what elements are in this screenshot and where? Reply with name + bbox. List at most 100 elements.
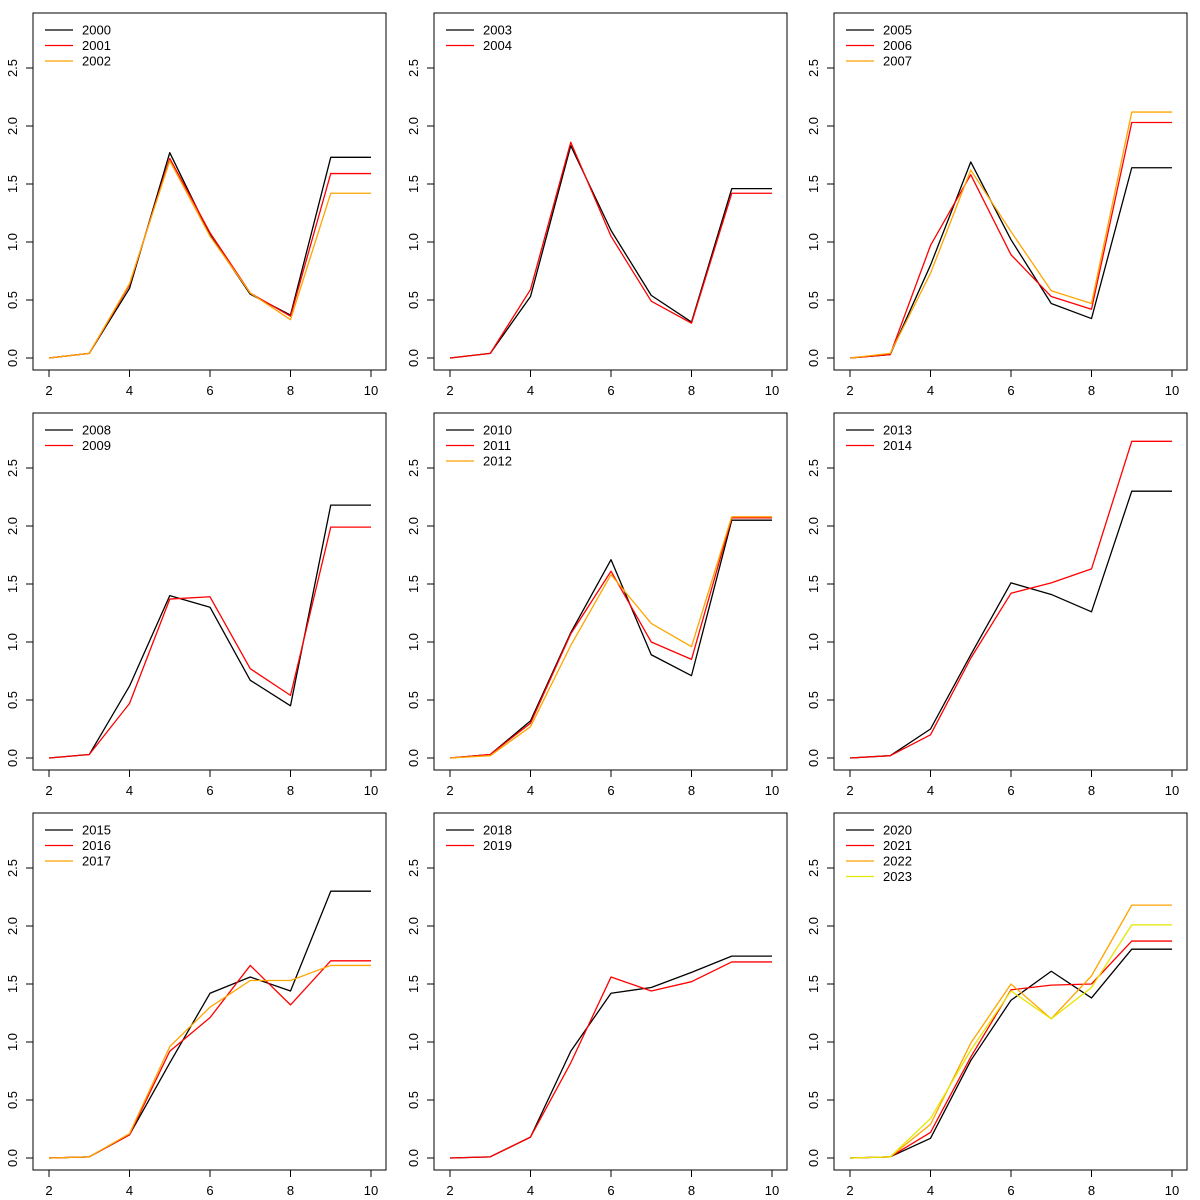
y-tick-label: 2.0 xyxy=(5,517,20,535)
legend-label: 2015 xyxy=(82,823,111,838)
legend-label: 2009 xyxy=(82,438,111,453)
x-tick-label: 4 xyxy=(527,1183,534,1198)
series-line-2010 xyxy=(449,519,772,759)
y-tick-label: 1.0 xyxy=(806,633,821,651)
legend-label: 2001 xyxy=(82,38,111,53)
x-tick-label: 6 xyxy=(1007,783,1014,798)
y-tick-label: 2.0 xyxy=(406,117,421,135)
y-tick-label: 2.5 xyxy=(806,459,821,477)
y-tick-label: 1.0 xyxy=(806,233,821,251)
x-tick-label: 10 xyxy=(765,383,779,398)
y-tick-label: 1.0 xyxy=(5,233,20,251)
y-tick-label: 1.0 xyxy=(5,633,20,651)
y-tick-label: 0.0 xyxy=(406,749,421,767)
y-tick-label: 1.0 xyxy=(406,233,421,251)
plot-frame xyxy=(32,412,387,771)
x-tick-label: 2 xyxy=(446,1183,453,1198)
y-tick-label: 2.5 xyxy=(5,459,20,477)
y-tick-label: 2.5 xyxy=(806,859,821,877)
y-tick-label: 0.0 xyxy=(5,1149,20,1167)
y-tick-label: 2.0 xyxy=(406,517,421,535)
legend-label: 2022 xyxy=(883,854,912,869)
x-tick-label: 6 xyxy=(1007,1183,1014,1198)
series-line-2016 xyxy=(48,960,371,1159)
x-tick-label: 8 xyxy=(287,1183,294,1198)
series-line-2019 xyxy=(449,961,772,1159)
x-tick-label: 10 xyxy=(1165,783,1179,798)
y-tick-label: 0.0 xyxy=(806,749,821,767)
x-tick-label: 8 xyxy=(688,1183,695,1198)
y-tick-label: 2.5 xyxy=(806,59,821,77)
y-tick-label: 0.5 xyxy=(5,291,20,309)
series-line-2003 xyxy=(449,145,772,359)
y-tick-label: 0.0 xyxy=(5,749,20,767)
legend-label: 2002 xyxy=(82,54,111,69)
y-tick-label: 2.5 xyxy=(5,59,20,77)
y-tick-label: 0.0 xyxy=(5,349,20,367)
series-line-2011 xyxy=(449,517,772,759)
x-tick-label: 4 xyxy=(126,1183,133,1198)
y-tick-label: 1.5 xyxy=(5,175,20,193)
y-tick-label: 1.0 xyxy=(406,1033,421,1051)
y-tick-label: 2.5 xyxy=(406,459,421,477)
y-tick-label: 0.5 xyxy=(406,291,421,309)
plot-frame xyxy=(433,12,788,371)
x-tick-label: 2 xyxy=(45,783,52,798)
x-tick-label: 8 xyxy=(688,383,695,398)
legend-label: 2003 xyxy=(483,23,512,38)
y-tick-label: 0.0 xyxy=(806,1149,821,1167)
series-line-2008 xyxy=(48,504,371,759)
series-line-2015 xyxy=(48,890,371,1159)
x-tick-label: 6 xyxy=(1007,383,1014,398)
x-tick-label: 8 xyxy=(1088,783,1095,798)
legend-label: 2020 xyxy=(883,823,912,838)
y-tick-label: 2.0 xyxy=(806,517,821,535)
x-tick-label: 8 xyxy=(1088,383,1095,398)
legend-label: 2010 xyxy=(483,423,512,438)
plot-frame xyxy=(433,812,788,1171)
y-tick-label: 2.0 xyxy=(806,917,821,935)
x-tick-label: 4 xyxy=(927,783,934,798)
x-tick-label: 6 xyxy=(206,783,213,798)
series-line-2013 xyxy=(849,490,1172,759)
y-tick-label: 0.5 xyxy=(806,1091,821,1109)
x-tick-label: 2 xyxy=(446,383,453,398)
x-tick-label: 4 xyxy=(527,383,534,398)
y-tick-label: 1.5 xyxy=(406,575,421,593)
x-tick-label: 4 xyxy=(126,383,133,398)
legend-label: 2013 xyxy=(883,423,912,438)
y-tick-label: 1.5 xyxy=(806,175,821,193)
series-line-2018 xyxy=(449,955,772,1159)
series-line-2007 xyxy=(849,111,1172,359)
series-line-2000 xyxy=(48,152,371,359)
legend-label: 2006 xyxy=(883,38,912,53)
x-tick-label: 8 xyxy=(287,783,294,798)
y-tick-label: 0.5 xyxy=(806,691,821,709)
y-tick-label: 2.0 xyxy=(406,917,421,935)
series-line-2012 xyxy=(449,516,772,759)
x-tick-label: 4 xyxy=(927,1183,934,1198)
x-tick-label: 6 xyxy=(206,383,213,398)
x-tick-label: 2 xyxy=(45,1183,52,1198)
series-line-2005 xyxy=(849,161,1172,359)
y-tick-label: 0.5 xyxy=(5,1091,20,1109)
legend-label: 2011 xyxy=(483,438,511,453)
x-tick-label: 2 xyxy=(846,783,853,798)
x-tick-label: 10 xyxy=(364,1183,378,1198)
y-tick-label: 1.5 xyxy=(5,575,20,593)
series-line-2002 xyxy=(48,160,371,359)
y-tick-label: 1.5 xyxy=(406,975,421,993)
y-tick-label: 1.5 xyxy=(5,975,20,993)
y-tick-label: 1.0 xyxy=(806,1033,821,1051)
y-tick-label: 1.5 xyxy=(406,175,421,193)
x-tick-label: 8 xyxy=(287,383,294,398)
x-tick-label: 10 xyxy=(1165,1183,1179,1198)
series-line-2004 xyxy=(449,141,772,359)
series-line-2006 xyxy=(849,121,1172,359)
x-tick-label: 10 xyxy=(364,383,378,398)
